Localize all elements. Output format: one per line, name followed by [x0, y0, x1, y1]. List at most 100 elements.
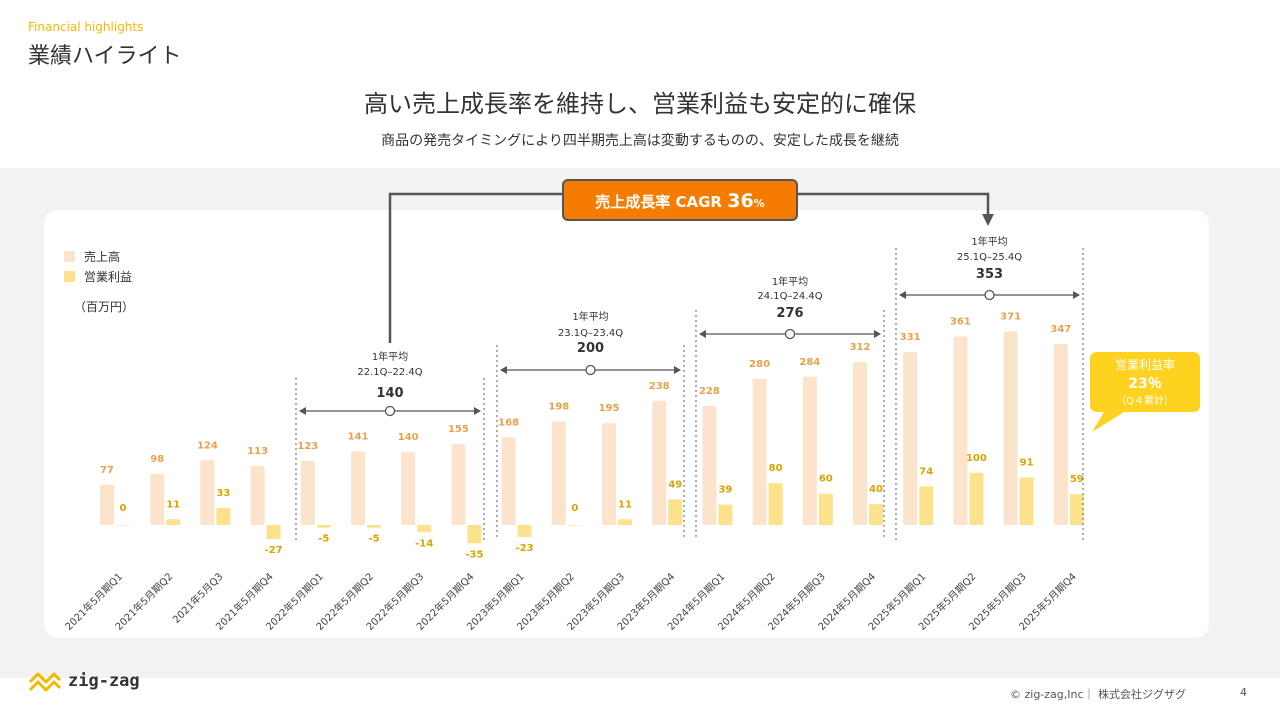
average-label: 1年平均 [971, 235, 1007, 248]
copyright: © zig-zag,Inc｜ 株式会社ジグザグ [1010, 688, 1187, 701]
average-arrowhead-right [474, 407, 481, 415]
sales-value-label: 371 [1000, 311, 1021, 322]
legend-swatch-sales [64, 251, 75, 262]
sales-bar [953, 336, 968, 525]
sales-value-label: 113 [247, 446, 268, 457]
page-number: 4 [1240, 686, 1247, 699]
logo-text: zig-zag [68, 671, 140, 691]
sales-bar [802, 376, 817, 525]
category-tick-label: 2021年5月Q3 [170, 570, 226, 626]
profit-value-label: 11 [618, 499, 632, 510]
average-value: 200 [577, 341, 604, 356]
legend-label-profit: 営業利益 [84, 270, 132, 284]
sales-value-label: 124 [197, 440, 218, 451]
sales-bar [702, 405, 717, 525]
average-marker [384, 405, 396, 417]
profit-bar [517, 525, 532, 538]
sales-value-label: 140 [398, 432, 419, 443]
sales-bar [551, 421, 566, 525]
profit-bar [869, 504, 883, 525]
subheadline: 商品の発売タイミングにより四半期売上高は変動するものの、安定した成長を継続 [381, 133, 899, 149]
profit-value-label: 74 [919, 466, 933, 477]
profit-value-label: 11 [166, 499, 180, 510]
average-value: 140 [376, 386, 403, 401]
sales-bar [351, 451, 365, 525]
page-title: 業績ハイライト [28, 44, 182, 69]
margin-callout-value: 23％ [1128, 376, 1161, 392]
cagr-label: 売上成長率 CAGR [595, 193, 727, 211]
legend-label-sales: 売上高 [84, 249, 120, 264]
profit-bar [216, 507, 231, 525]
cagr-value: 36 [727, 190, 753, 212]
profit-bar [768, 483, 783, 525]
profit-value-label: -5 [368, 534, 379, 545]
sales-bar [1053, 343, 1068, 525]
average-label: 1年平均 [572, 310, 608, 323]
unit-label: （百万円） [74, 300, 134, 314]
sales-bar [602, 423, 616, 525]
profit-bar [718, 504, 733, 525]
profit-value-label: -5 [318, 534, 329, 545]
average-arrowhead-right [674, 366, 681, 374]
sales-value-label: 312 [850, 342, 871, 353]
profit-value-label: -27 [265, 545, 283, 556]
sales-value-label: 280 [749, 359, 770, 370]
margin-callout-title: 営業利益率 [1115, 357, 1175, 372]
average-label: 1年平均 [772, 275, 808, 288]
legend-swatch-profit [64, 271, 75, 282]
profit-bar [818, 493, 833, 525]
average-arrowhead-left [899, 291, 906, 299]
average-value: 276 [776, 306, 803, 321]
profit-value-label: 91 [1020, 457, 1034, 468]
sales-value-label: 284 [799, 357, 820, 368]
cagr-connector-arrowhead [982, 214, 994, 226]
average-arrowhead-left [699, 330, 706, 338]
sales-bar [752, 378, 767, 525]
profit-bar [618, 519, 632, 525]
sales-value-label: 155 [448, 424, 469, 435]
cagr-text: 売上成長率 CAGR 36% [595, 190, 764, 212]
profit-bar [266, 525, 281, 540]
sales-value-label: 228 [699, 386, 720, 397]
profit-value-label: -14 [415, 538, 433, 549]
average-marker [585, 364, 596, 376]
sales-bar [401, 451, 416, 525]
profit-value-label: -23 [516, 543, 534, 554]
sales-value-label: 198 [548, 402, 569, 413]
profit-value-label: 39 [718, 485, 732, 496]
sales-bar [903, 352, 918, 525]
profit-value-label: 49 [668, 479, 682, 490]
average-arrowhead-left [500, 366, 507, 374]
average-marker [984, 289, 995, 301]
sales-bar [1003, 331, 1018, 525]
sales-value-label: 77 [100, 465, 114, 476]
sales-value-label: 238 [649, 381, 670, 392]
profit-value-label: 33 [216, 488, 230, 499]
profit-value-label: 0 [120, 503, 127, 514]
sales-bar [652, 400, 667, 525]
average-label: 1年平均 [372, 350, 408, 363]
profit-value-label: 60 [819, 474, 833, 485]
cagr-unit: % [754, 197, 765, 210]
profit-bar [668, 499, 683, 525]
profit-bar [116, 525, 130, 526]
average-marker [784, 328, 796, 340]
average-period: 22.1Q–22.4Q [357, 367, 422, 378]
sales-value-label: 195 [599, 403, 620, 414]
sales-bar [300, 460, 315, 525]
profit-value-label: 80 [769, 463, 783, 474]
profit-value-label: 100 [966, 453, 987, 464]
sales-bar [853, 362, 867, 525]
sales-value-label: 98 [150, 454, 164, 465]
sales-bar [501, 437, 516, 525]
sales-bar [150, 473, 165, 525]
sales-value-label: 141 [348, 431, 369, 442]
sales-bar [100, 484, 114, 525]
profit-bar [969, 472, 984, 525]
average-arrowhead-left [299, 407, 306, 415]
sales-bar [451, 444, 466, 525]
profit-value-label: 0 [571, 503, 578, 514]
sales-value-label: 123 [297, 441, 318, 452]
average-value: 353 [976, 267, 1003, 282]
